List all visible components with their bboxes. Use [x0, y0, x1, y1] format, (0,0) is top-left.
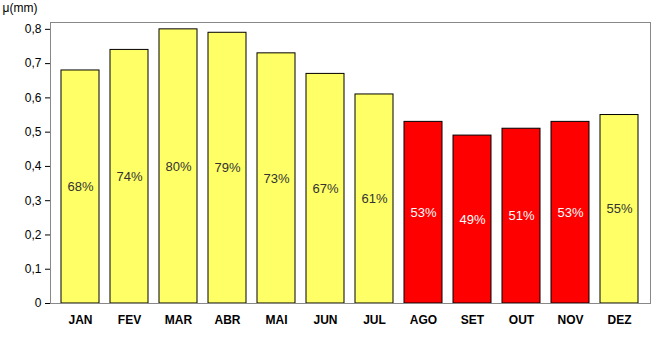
svg-text:0,5: 0,5	[25, 125, 42, 139]
svg-text:MAR: MAR	[165, 313, 193, 327]
svg-text:NOV: NOV	[557, 313, 583, 327]
svg-text:0,4: 0,4	[25, 159, 42, 173]
svg-text:73%: 73%	[263, 171, 289, 186]
svg-text:55%: 55%	[606, 201, 632, 216]
svg-text:SET: SET	[461, 313, 485, 327]
svg-text:74%: 74%	[116, 169, 142, 184]
svg-text:79%: 79%	[214, 160, 240, 175]
svg-text:μ(mm): μ(mm)	[3, 1, 38, 15]
svg-text:ABR: ABR	[215, 313, 241, 327]
svg-text:49%: 49%	[459, 212, 485, 227]
svg-text:OUT: OUT	[509, 313, 535, 327]
svg-text:53%: 53%	[557, 205, 583, 220]
svg-text:0,6: 0,6	[25, 91, 42, 105]
svg-text:FEV: FEV	[118, 313, 141, 327]
svg-text:JUN: JUN	[313, 313, 337, 327]
svg-text:80%: 80%	[165, 159, 191, 174]
svg-text:67%: 67%	[312, 181, 338, 196]
svg-text:0,8: 0,8	[25, 22, 42, 36]
svg-text:61%: 61%	[361, 191, 387, 206]
svg-text:MAI: MAI	[266, 313, 288, 327]
svg-text:0: 0	[35, 296, 42, 310]
svg-text:0,3: 0,3	[25, 194, 42, 208]
svg-text:JUL: JUL	[363, 313, 386, 327]
svg-text:0,7: 0,7	[25, 56, 42, 70]
svg-text:51%: 51%	[508, 208, 534, 223]
svg-text:68%: 68%	[67, 179, 93, 194]
svg-text:0,1: 0,1	[25, 262, 42, 276]
svg-text:0,2: 0,2	[25, 228, 42, 242]
svg-text:AGO: AGO	[410, 313, 437, 327]
svg-text:53%: 53%	[410, 205, 436, 220]
svg-text:JAN: JAN	[68, 313, 92, 327]
svg-text:DEZ: DEZ	[608, 313, 632, 327]
